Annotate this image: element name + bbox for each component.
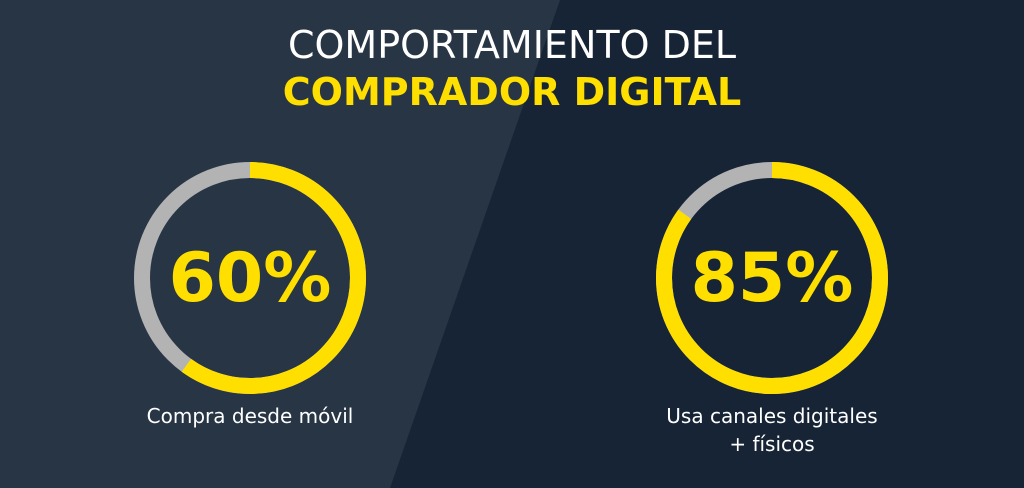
caption-omnichannel: Usa canales digitales + físicos — [612, 402, 932, 458]
donut-svg-mobile — [134, 162, 366, 394]
donut-value-omnichannel: 85% — [690, 238, 854, 318]
title-line-2: COMPRADOR DIGITAL — [282, 70, 742, 114]
caption-line-1: Usa canales digitales — [666, 404, 878, 428]
donut-value-mobile: 60% — [168, 238, 332, 318]
donut-svg-omnichannel — [656, 162, 888, 394]
donut-chart-mobile: 60% — [130, 158, 370, 398]
caption-line-2: + físicos — [729, 432, 815, 456]
caption-line: Compra desde móvil — [146, 404, 354, 428]
page-title: COMPORTAMIENTO DEL COMPRADOR DIGITAL — [0, 22, 1024, 116]
donut-arc-mobile — [134, 162, 366, 394]
donut-arc-omnichannel — [656, 162, 888, 394]
title-line-1: COMPORTAMIENTO DEL — [287, 23, 737, 67]
caption-mobile: Compra desde móvil — [90, 402, 410, 430]
donut-chart-omnichannel: 85% — [652, 158, 892, 398]
